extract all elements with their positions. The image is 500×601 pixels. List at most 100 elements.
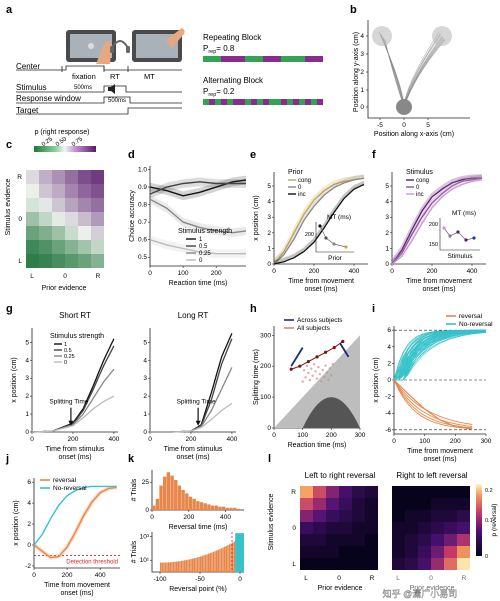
y-tick-label: 0	[27, 542, 31, 549]
trial-cell	[221, 56, 227, 62]
trial-cell	[209, 99, 215, 105]
legend-label: 0.25	[64, 354, 75, 360]
no-reversal-trial	[394, 332, 487, 381]
all-subjects-arrow	[339, 342, 350, 358]
y-tick-label: 2	[387, 360, 391, 367]
inset-axis	[439, 218, 480, 251]
x-tick-label: R	[462, 575, 467, 582]
hist-bar-log	[171, 562, 173, 572]
reversal-mean	[393, 379, 471, 430]
x-axis-label: onset (ms)	[58, 454, 91, 461]
trial-cell	[263, 56, 269, 62]
y-tick-label: 5	[143, 339, 147, 346]
no-reversal-trial	[394, 331, 487, 381]
x-axis-label: Time from stimulus	[46, 446, 105, 453]
hist-bar	[196, 501, 200, 510]
y-tick-label: 0.6	[138, 237, 147, 244]
x-tick-label: L	[304, 575, 308, 582]
x-axis-label: Time from stimulus	[164, 446, 223, 453]
y-tick-label: 3	[267, 214, 271, 221]
legend-label: cong	[298, 178, 311, 184]
y-tick-label: 0	[267, 425, 271, 432]
y-axis-label: x position (cm)	[11, 357, 18, 403]
heatmap-cell	[444, 510, 457, 522]
y-tick-label: L	[18, 258, 22, 265]
heatmap	[26, 170, 104, 268]
heatmap-cell	[431, 486, 444, 498]
trial-cell	[317, 56, 323, 62]
hist-bar	[188, 496, 193, 510]
hist-bar	[221, 506, 226, 510]
subject-point	[317, 365, 320, 369]
tablet-center-image	[66, 30, 116, 64]
left-title: Left to right reversal	[305, 471, 376, 480]
trial-cell	[239, 56, 245, 62]
trial-cell	[221, 99, 227, 105]
series-band	[272, 174, 365, 263]
density-region	[302, 397, 360, 428]
series-line-0.25	[149, 198, 247, 234]
hist-bar	[170, 475, 174, 510]
x-tick-label: 0	[272, 432, 276, 439]
x-axis-label: onset (ms)	[304, 286, 337, 293]
heatmap-cell	[431, 546, 444, 558]
legend-label: inc	[416, 192, 424, 198]
series-line-1	[149, 179, 247, 197]
hist-bar-log	[214, 551, 216, 572]
trial-cell	[263, 99, 269, 105]
x-tick-label: 0	[392, 438, 396, 445]
heatmap-cell	[352, 558, 365, 570]
inset-point	[448, 234, 452, 238]
legend-label: No-reversal	[53, 485, 87, 492]
heatmap-cell	[392, 510, 405, 522]
heatmap-cell	[457, 486, 470, 498]
series-line-0	[391, 177, 483, 265]
x-tick-label: 200	[326, 432, 337, 439]
trial-cell	[245, 99, 251, 105]
heatmap-cell	[52, 254, 65, 268]
legend-label: 1	[199, 237, 203, 243]
y-tick-label: 1.0	[138, 167, 147, 174]
splitting-time-label: Splitting Time	[49, 399, 88, 406]
cbar-tick-label: 0.25	[41, 136, 55, 148]
heatmap-cell	[26, 240, 39, 254]
subject-point	[305, 364, 309, 368]
inset-line	[443, 227, 475, 241]
heatmap-cell	[300, 510, 313, 522]
trial-cell	[257, 56, 263, 62]
xlabel-right: Prior evidence	[410, 585, 455, 592]
heatmap-cell	[431, 510, 444, 522]
trial-cell	[317, 99, 323, 105]
legend-title: Stimulus	[406, 169, 433, 176]
hist-bar-log	[232, 542, 234, 572]
heatmap-cell	[352, 486, 365, 498]
start-point	[396, 99, 412, 115]
panel-letter-b: b	[350, 4, 357, 16]
tablet-target-image	[132, 28, 185, 62]
heatmap-cell	[91, 240, 104, 254]
row-label-center: Center	[16, 62, 40, 71]
x-tick-label: L	[30, 273, 34, 280]
heatmap-cell	[39, 226, 52, 240]
x-tick-label: 0	[272, 268, 276, 275]
heatmap-cell	[431, 498, 444, 510]
heatmap-cell	[313, 534, 326, 546]
x-axis-label: Time from movement	[407, 448, 473, 455]
series-line-cong	[273, 177, 365, 265]
x-tick-label: 200	[186, 436, 197, 443]
reversal-trial	[393, 379, 473, 429]
heatmap-cell	[52, 212, 65, 226]
hist-bar-log	[219, 549, 221, 572]
split-arrowhead	[68, 420, 74, 426]
inset-point	[344, 245, 348, 249]
legend-title: Stimulus strength	[50, 333, 104, 340]
x-tick-label: 0	[32, 572, 36, 579]
right-title: Right to left reversal	[396, 471, 467, 480]
heatmap-cell	[339, 558, 352, 570]
hist-bar-log	[222, 547, 224, 572]
heatmap-cell	[365, 558, 378, 570]
y-tick-label: 1	[385, 245, 389, 252]
heatmap-cell	[405, 522, 418, 534]
x-tick-label: 400	[349, 268, 360, 275]
